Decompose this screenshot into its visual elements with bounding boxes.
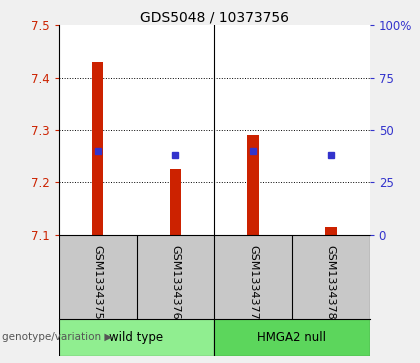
Bar [247, 135, 259, 235]
Title: GDS5048 / 10373756: GDS5048 / 10373756 [140, 10, 289, 24]
Text: GSM1334378: GSM1334378 [326, 245, 336, 319]
Bar [59, 318, 214, 356]
Bar [170, 170, 181, 235]
Text: genotype/variation ▶: genotype/variation ▶ [2, 332, 113, 342]
Bar [92, 62, 103, 235]
Bar [325, 227, 336, 235]
Text: wild type: wild type [110, 331, 163, 344]
Text: GSM1334377: GSM1334377 [248, 245, 258, 319]
Text: GSM1334376: GSM1334376 [171, 245, 180, 319]
Text: HMGA2 null: HMGA2 null [257, 331, 326, 344]
Bar [214, 318, 370, 356]
Text: GSM1334375: GSM1334375 [93, 245, 102, 319]
